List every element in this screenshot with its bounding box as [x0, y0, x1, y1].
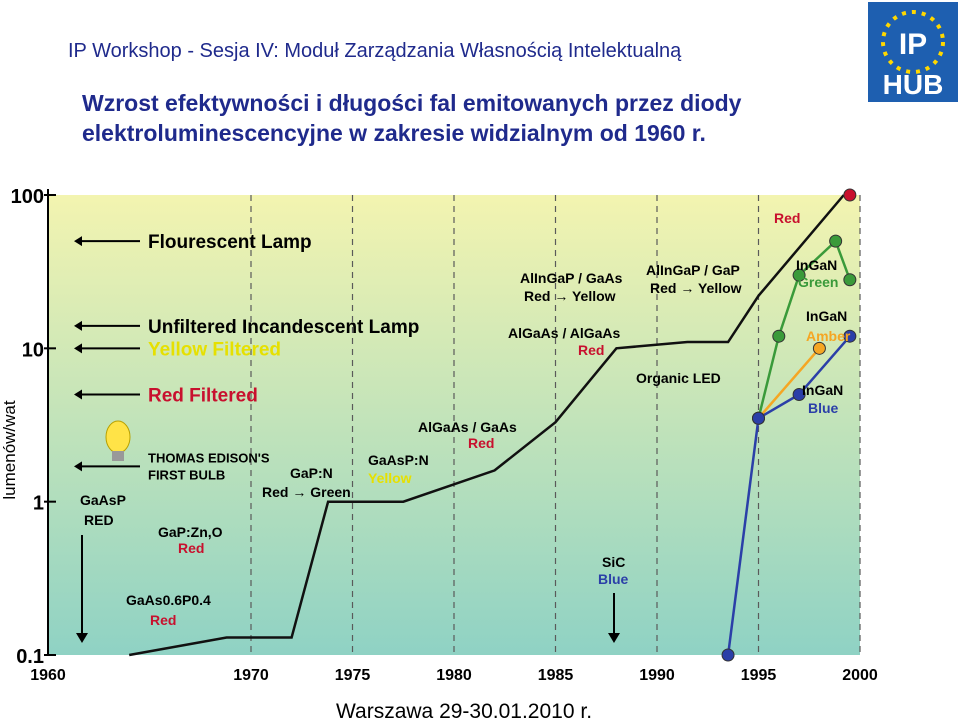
ref-arrow-0	[74, 236, 82, 247]
footer-text: Warszawa 29-30.01.2010 r.	[336, 700, 593, 723]
annotation-24: InGaN	[806, 308, 847, 324]
annotation-15: Red → Yellow	[524, 288, 616, 304]
ref-label-1: Unfiltered Incandescent Lamp	[148, 317, 419, 338]
annotation-7: Red → Green	[262, 484, 351, 500]
slide-title-line1: Wzrost efektywności i długości fal emito…	[82, 90, 742, 116]
slide-title: Wzrost efektywności i długości fal emito…	[82, 88, 741, 148]
ref-label-4-line2: FIRST BULB	[148, 467, 225, 482]
led-point-2-1	[752, 411, 765, 425]
annotation-19: SiC	[602, 554, 625, 570]
x-tick-label-5: 1990	[639, 667, 675, 684]
step-series	[128, 194, 845, 657]
annotation-27: Blue	[808, 400, 839, 416]
annotation-11: Red	[468, 435, 494, 451]
x-tick-label-4: 1985	[538, 667, 574, 684]
led-point-3-0	[843, 188, 857, 202]
annotation-20: Blue	[598, 571, 629, 587]
y-tick-label-3: 0.1	[16, 646, 44, 668]
annotation-1: RED	[84, 512, 114, 528]
annotation-14: AlInGaP / GaAs	[520, 270, 623, 286]
x-tick-label-0: 1960	[30, 667, 66, 684]
logo-text-bottom: HUB	[883, 69, 944, 100]
x-tick-label-3: 1980	[436, 667, 472, 684]
slide-title-line2: elektroluminescencyjne w zakresie widzia…	[82, 120, 706, 146]
step-series-line	[128, 194, 845, 657]
annotation-6: GaP:N	[290, 465, 333, 481]
annotation-5: Red	[150, 612, 176, 628]
y-tick-label-2: 1	[33, 493, 44, 515]
annotation-16: AlInGaP / GaP	[646, 262, 740, 278]
ip-hub-logo-icon: IP HUB	[868, 2, 958, 102]
annotation-23: Green	[798, 274, 838, 290]
led-point-1-1	[812, 341, 826, 355]
annotation-26: InGaN	[802, 382, 843, 398]
x-ticks: 1960 1970 1975 1980 1985 1990 1995 2000	[30, 667, 878, 684]
annotation-4: GaAs0.6P0.4	[126, 592, 211, 608]
y-tick-label-1: 10	[22, 339, 44, 361]
led-series-line-1	[757, 347, 821, 420]
ref-label-2: Yellow Filtered	[148, 339, 281, 360]
gaasp-arrow-head	[76, 633, 88, 643]
annotation-0: GaAsP	[80, 492, 126, 508]
x-tick-label-7: 2000	[842, 667, 878, 684]
logo-text-top: IP	[899, 28, 927, 61]
annotations: GaAsPREDGaP:Zn,ORedGaAs0.6P0.4RedGaP:NRe…	[76, 210, 851, 643]
x-tick-label-1: 1970	[233, 667, 269, 684]
header-title: IP Workshop - Sesja IV: Moduł Zarządzani…	[68, 40, 682, 62]
ref-arrow-3	[74, 389, 82, 400]
y-tick-label-0: 100	[11, 186, 44, 208]
led-point-0-1	[772, 329, 786, 343]
led-point-2-0	[721, 648, 735, 662]
plot-background	[48, 195, 860, 655]
annotation-2: GaP:Zn,O	[158, 524, 223, 540]
annotation-10: AlGaAs / GaAs	[418, 419, 517, 435]
y-ticks: 100 10 1 0.1	[11, 186, 56, 668]
led-efficiency-chart: 100 10 1 0.1 1960 1970 1975 1980 1985 1990 1995 20…	[11, 186, 878, 684]
ref-label-0: Flourescent Lamp	[148, 232, 312, 253]
led-point-0-2	[792, 268, 806, 282]
ref-label-4-line1: THOMAS EDISON'S	[148, 450, 270, 465]
x-tick-label-6: 1995	[741, 667, 777, 684]
edison-bulb-icon	[105, 420, 131, 461]
annotation-18: Organic LED	[636, 370, 721, 386]
annotation-21: Red	[774, 210, 800, 226]
led-point-0-4	[843, 273, 857, 287]
x-tick-label-2: 1975	[335, 667, 371, 684]
annotation-12: AlGaAs / AlGaAs	[508, 325, 621, 341]
ref-arrow-2	[74, 343, 82, 354]
led-series	[721, 188, 857, 662]
led-series-line-2	[726, 335, 851, 656]
ref-arrow-1	[74, 320, 82, 331]
led-point-0-3	[829, 234, 843, 248]
ref-arrow-4	[74, 461, 82, 472]
led-point-2-2	[792, 387, 806, 401]
reference-levels: Flourescent Lamp Unfiltered Incandescent …	[74, 232, 419, 482]
annotation-13: Red	[578, 342, 604, 358]
annotation-3: Red	[178, 540, 204, 556]
annotation-22: InGaN	[796, 257, 837, 273]
annotation-8: GaAsP:N	[368, 452, 429, 468]
annotation-9: Yellow	[368, 470, 412, 486]
annotation-25: Amber	[806, 328, 851, 344]
ref-label-3: Red Filtered	[148, 385, 258, 406]
sic-arrow-head	[608, 633, 620, 643]
led-point-2-3	[843, 329, 857, 343]
annotation-17: Red → Yellow	[650, 280, 742, 296]
